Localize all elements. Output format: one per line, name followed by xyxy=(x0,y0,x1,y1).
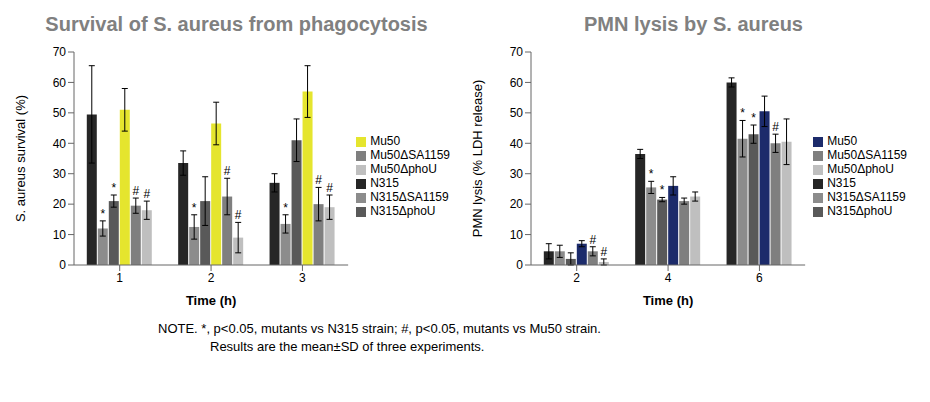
html-text:Mu50ΔSA1159: Mu50ΔSA1159 xyxy=(827,148,907,162)
svg-text:*: * xyxy=(649,167,654,181)
html-text:N315ΔSA1159: N315ΔSA1159 xyxy=(370,190,449,204)
svg-text:60: 60 xyxy=(53,76,67,90)
svg-text:#: # xyxy=(132,184,139,198)
svg-text:*: * xyxy=(283,201,288,215)
svg-text:*: * xyxy=(740,106,745,120)
html-text:Mu50: Mu50 xyxy=(370,134,401,148)
svg-text:30: 30 xyxy=(53,167,67,181)
svg-text:*: * xyxy=(660,183,665,197)
svg-text:50: 50 xyxy=(53,106,67,120)
svg-text:#: # xyxy=(326,181,333,195)
svg-text:*: * xyxy=(192,201,197,215)
svg-text:S. aureus survival (%): S. aureus survival (%) xyxy=(13,95,28,222)
svg-text:*: * xyxy=(100,207,105,221)
svg-text:3: 3 xyxy=(299,271,306,285)
html-text:Mu50: Mu50 xyxy=(827,134,858,148)
svg-text:*: * xyxy=(111,181,116,195)
svg-text:10: 10 xyxy=(53,228,67,242)
svg-text:40: 40 xyxy=(53,137,67,151)
svg-text:30: 30 xyxy=(510,167,524,181)
svg-text:6: 6 xyxy=(756,271,763,285)
html-text:Mu50ΔSA1159: Mu50ΔSA1159 xyxy=(370,148,450,162)
svg-text:*: * xyxy=(751,111,756,125)
svg-text:2: 2 xyxy=(573,271,580,285)
svg-text:40: 40 xyxy=(510,137,524,151)
svg-text:#: # xyxy=(224,164,231,178)
svg-text:#: # xyxy=(143,187,150,201)
html-text:Mu50ΔphoU: Mu50ΔphoU xyxy=(827,162,894,176)
svg-text:PMN lysis (% LDH release): PMN lysis (% LDH release) xyxy=(470,80,485,237)
svg-text:Time (h): Time (h) xyxy=(186,293,236,308)
svg-text:#: # xyxy=(589,233,596,247)
svg-text:0: 0 xyxy=(516,258,523,272)
svg-text:70: 70 xyxy=(510,45,524,59)
html-text:N315: N315 xyxy=(370,176,399,190)
svg-text:20: 20 xyxy=(510,197,524,211)
svg-text:60: 60 xyxy=(510,76,524,90)
svg-text:#: # xyxy=(315,173,322,187)
svg-text:#: # xyxy=(235,208,242,222)
svg-text:0: 0 xyxy=(59,258,66,272)
svg-text:#: # xyxy=(600,245,607,259)
html-text:N315ΔphoU: N315ΔphoU xyxy=(370,204,436,218)
html-text:Results are the mean±SD of thr: Results are the mean±SD of three experim… xyxy=(210,339,485,354)
html-text:Survival of S. aureus from pha: Survival of S. aureus from phagocytosis xyxy=(45,13,428,35)
svg-text:70: 70 xyxy=(53,45,67,59)
html-text:N315ΔSA1159: N315ΔSA1159 xyxy=(827,190,906,204)
svg-text:4: 4 xyxy=(665,271,672,285)
html-text:NOTE. *, p<0.05, mutants vs N3: NOTE. *, p<0.05, mutants vs N315 strain;… xyxy=(158,321,601,336)
html-text:N315ΔphoU: N315ΔphoU xyxy=(827,204,893,218)
svg-text:2: 2 xyxy=(208,271,215,285)
svg-text:1: 1 xyxy=(116,271,123,285)
svg-text:#: # xyxy=(772,120,779,134)
html-text:PMN lysis by S. aureus: PMN lysis by S. aureus xyxy=(584,13,803,35)
svg-text:50: 50 xyxy=(510,106,524,120)
svg-text:20: 20 xyxy=(53,197,67,211)
svg-text:Time (h): Time (h) xyxy=(643,293,693,308)
html-text:Mu50ΔphoU: Mu50ΔphoU xyxy=(370,162,437,176)
html-text:N315: N315 xyxy=(827,176,856,190)
svg-text:10: 10 xyxy=(510,228,524,242)
